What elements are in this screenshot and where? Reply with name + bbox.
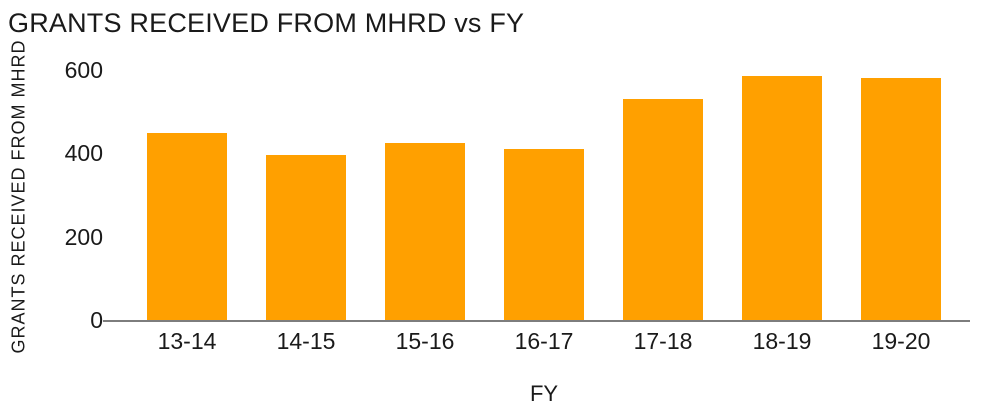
x-axis-line xyxy=(103,320,970,322)
x-tick-label: 14-15 xyxy=(276,328,336,354)
bar xyxy=(742,76,822,320)
bar xyxy=(623,99,703,320)
y-tick-label: 0 xyxy=(90,307,103,333)
x-tick-label: 15-16 xyxy=(395,328,455,354)
chart-title: GRANTS RECEIVED FROM MHRD vs FY xyxy=(8,8,525,38)
y-tick-label: 600 xyxy=(64,57,103,83)
bar xyxy=(861,78,941,320)
bar xyxy=(504,149,584,320)
x-tick-label: 16-17 xyxy=(514,328,574,354)
x-tick-label: 18-19 xyxy=(752,328,812,354)
x-axis-title: FY xyxy=(529,381,559,406)
x-tick-label: 17-18 xyxy=(633,328,693,354)
bar xyxy=(385,142,465,320)
y-tick-label: 400 xyxy=(64,140,103,167)
x-tick-label: 13-14 xyxy=(157,328,217,354)
bar xyxy=(266,155,346,320)
y-tick-label: 200 xyxy=(64,223,103,250)
x-tick-label: 19-20 xyxy=(871,328,931,354)
bar xyxy=(147,132,227,320)
